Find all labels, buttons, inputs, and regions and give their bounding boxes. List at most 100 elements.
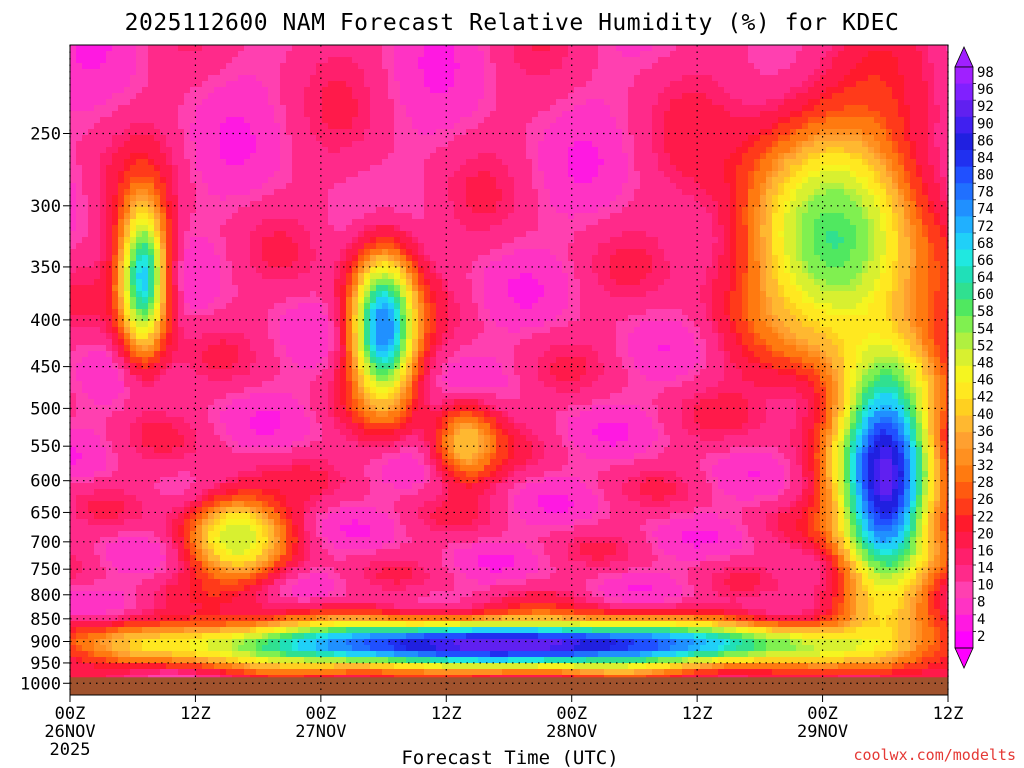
rh-cell (904, 147, 911, 154)
rh-cell (76, 195, 83, 202)
rh-cell (700, 171, 707, 178)
rh-cell (832, 147, 839, 154)
rh-cell (694, 177, 701, 184)
rh-cell (232, 213, 239, 220)
rh-cell (826, 87, 833, 94)
rh-cell (130, 141, 137, 148)
rh-cell (382, 171, 389, 178)
rh-cell (112, 213, 119, 220)
rh-cell (268, 93, 275, 100)
rh-cell (940, 105, 947, 112)
rh-cell (376, 237, 383, 244)
rh-cell (610, 117, 617, 124)
rh-cell (268, 129, 275, 136)
rh-cell (946, 81, 949, 88)
rh-cell (490, 231, 497, 238)
rh-cell (502, 105, 509, 112)
rh-cell (772, 93, 779, 100)
rh-cell (160, 129, 167, 136)
rh-cell (772, 159, 779, 166)
rh-cell (496, 117, 503, 124)
rh-cell (634, 165, 641, 172)
rh-cell (292, 147, 299, 154)
rh-cell (334, 87, 341, 94)
rh-cell (166, 225, 173, 232)
rh-cell (520, 207, 527, 214)
rh-cell (184, 111, 191, 118)
rh-cell (946, 231, 949, 238)
rh-cell (610, 57, 617, 64)
rh-cell (736, 93, 743, 100)
rh-cell (790, 57, 797, 64)
rh-cell (574, 201, 581, 208)
rh-cell (280, 99, 287, 106)
rh-cell (172, 63, 179, 70)
rh-cell (502, 75, 509, 82)
rh-cell (112, 225, 119, 232)
rh-cell (322, 117, 329, 124)
rh-cell (946, 69, 949, 76)
rh-cell (610, 69, 617, 76)
rh-cell (94, 135, 101, 142)
rh-cell (340, 81, 347, 88)
rh-cell (352, 105, 359, 112)
rh-cell (742, 141, 749, 148)
rh-cell (520, 243, 527, 250)
rh-cell (538, 153, 545, 160)
rh-cell (844, 153, 851, 160)
rh-cell (568, 201, 575, 208)
rh-cell (196, 147, 203, 154)
rh-cell (130, 177, 137, 184)
rh-cell (736, 153, 743, 160)
rh-cell (694, 243, 701, 250)
rh-cell (640, 189, 647, 196)
rh-cell (526, 153, 533, 160)
rh-cell (814, 177, 821, 184)
rh-cell (364, 135, 371, 142)
rh-cell (556, 129, 563, 136)
rh-cell (610, 93, 617, 100)
rh-cell (712, 183, 719, 190)
rh-cell (946, 207, 949, 214)
rh-cell (166, 87, 173, 94)
rh-cell (190, 87, 197, 94)
rh-cell (298, 129, 305, 136)
rh-cell (112, 111, 119, 118)
rh-cell (766, 153, 773, 160)
rh-cell (754, 171, 761, 178)
rh-cell (670, 69, 677, 76)
rh-cell (70, 231, 77, 238)
rh-cell (388, 177, 395, 184)
rh-cell (766, 189, 773, 196)
rh-cell (646, 51, 653, 58)
rh-cell (76, 201, 83, 208)
rh-cell (634, 57, 641, 64)
rh-cell (886, 69, 893, 76)
rh-cell (112, 177, 119, 184)
rh-cell (670, 201, 677, 208)
rh-cell (166, 207, 173, 214)
rh-cell (424, 201, 431, 208)
rh-cell (838, 237, 845, 244)
rh-cell (514, 243, 521, 250)
rh-cell (142, 171, 149, 178)
rh-cell (934, 171, 941, 178)
rh-cell (688, 183, 695, 190)
rh-cell (292, 57, 299, 64)
rh-cell (436, 99, 443, 106)
rh-cell (328, 219, 335, 226)
rh-cell (616, 75, 623, 82)
rh-cell (946, 87, 949, 94)
rh-cell (580, 123, 587, 130)
rh-cell (718, 201, 725, 208)
rh-cell (736, 81, 743, 88)
rh-cell (520, 99, 527, 106)
rh-cell (580, 147, 587, 154)
rh-cell (886, 243, 893, 250)
rh-cell (868, 117, 875, 124)
rh-cell (232, 93, 239, 100)
rh-cell (910, 153, 917, 160)
rh-cell (838, 207, 845, 214)
rh-cell (268, 135, 275, 142)
rh-cell (652, 213, 659, 220)
